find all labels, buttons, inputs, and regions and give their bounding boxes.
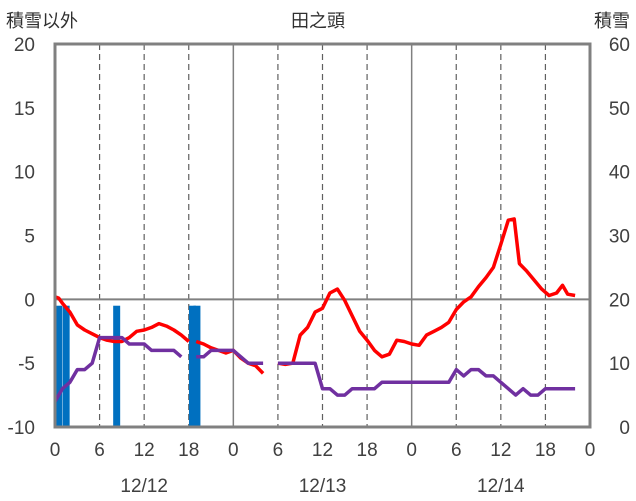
plot-frame <box>53 42 592 429</box>
grid <box>55 44 590 427</box>
x-axis-tick-label: 6 <box>94 440 105 461</box>
chart-title: 田之頭 <box>291 11 345 32</box>
line-series-1 <box>54 217 576 375</box>
right-axis-tick-label: 10 <box>609 354 630 375</box>
x-axis-tick-label: 18 <box>535 440 556 461</box>
left-axis-tick-label: 10 <box>14 163 35 184</box>
date-label: 12/12 <box>120 476 168 497</box>
x-axis-tick-label: 12 <box>490 440 511 461</box>
line-series-layer <box>53 217 576 403</box>
right-axis-tick-label: 20 <box>609 290 630 311</box>
left-axis-tick-label: -10 <box>8 418 35 439</box>
left-axis-tick-label: 0 <box>24 290 35 311</box>
date-label: 12/14 <box>477 476 525 497</box>
date-label: 12/13 <box>299 476 347 497</box>
x-axis-tick-label: 0 <box>585 440 596 461</box>
snow-depth-bar <box>55 305 63 427</box>
x-axis-tick-label: 18 <box>178 440 199 461</box>
x-axis-tick-label: 0 <box>228 440 239 461</box>
x-axis-tick-label: 18 <box>357 440 378 461</box>
right-axis-tick-label: 40 <box>609 163 630 184</box>
right-axis-tick-label: 30 <box>609 227 630 248</box>
left-axis-tick-label: 5 <box>24 227 35 248</box>
left-axis-tick-label: -5 <box>18 354 35 375</box>
left-axis-tick-label: 15 <box>14 99 35 120</box>
right-axis-tick-label: 50 <box>609 99 630 120</box>
right-axis-tick-label: 60 <box>609 35 630 56</box>
bar-series-snow-depth <box>55 305 201 427</box>
x-axis-tick-label: 12 <box>134 440 155 461</box>
line-series-2 <box>53 335 576 403</box>
snow-depth-bar <box>62 305 70 427</box>
snow-depth-bar <box>113 305 121 427</box>
x-axis-tick-label: 6 <box>451 440 462 461</box>
right-axis-title: 積雪 <box>594 11 630 32</box>
left-axis-tick-label: 20 <box>14 35 35 56</box>
snow-depth-bar <box>193 305 201 427</box>
x-axis-tick-label: 0 <box>50 440 61 461</box>
x-axis-tick-label: 6 <box>273 440 284 461</box>
x-axis-tick-label: 0 <box>406 440 417 461</box>
left-axis-title: 積雪以外 <box>6 11 78 32</box>
snow-depth-bar <box>188 305 196 427</box>
x-axis-tick-label: 12 <box>312 440 333 461</box>
right-axis-tick-label: 0 <box>619 418 630 439</box>
